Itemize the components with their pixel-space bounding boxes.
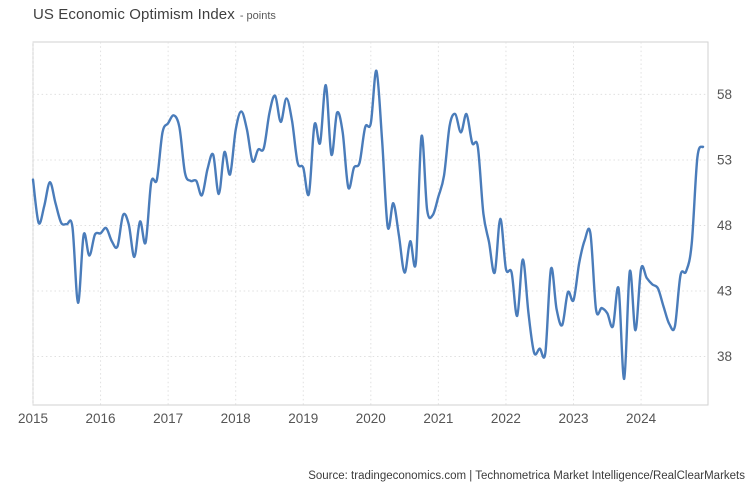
- y-tick-label: 58: [717, 87, 732, 102]
- optimism-index-line: [31, 69, 705, 381]
- x-tick-label: 2021: [423, 411, 453, 426]
- y-tick-label: 43: [717, 283, 732, 298]
- y-tick-label: 53: [717, 152, 732, 167]
- x-tick-label: 2020: [356, 411, 386, 426]
- x-tick-label: 2018: [221, 411, 251, 426]
- chart-header: US Economic Optimism Index - points: [33, 6, 276, 23]
- x-tick-label: 2023: [558, 411, 588, 426]
- x-tick-label: 2017: [153, 411, 183, 426]
- chart-unit-label: - points: [239, 10, 276, 22]
- x-tick-label: 2019: [288, 411, 318, 426]
- x-tick-label: 2022: [491, 411, 521, 426]
- y-tick-label: 38: [717, 349, 732, 364]
- x-tick-label: 2015: [18, 411, 48, 426]
- y-tick-label: 48: [717, 218, 732, 233]
- source-attribution: Source: tradingeconomics.com | Technomet…: [308, 470, 745, 482]
- x-tick-label: 2016: [86, 411, 116, 426]
- x-tick-label: 2024: [626, 411, 657, 426]
- chart-title: US Economic Optimism Index: [33, 6, 235, 23]
